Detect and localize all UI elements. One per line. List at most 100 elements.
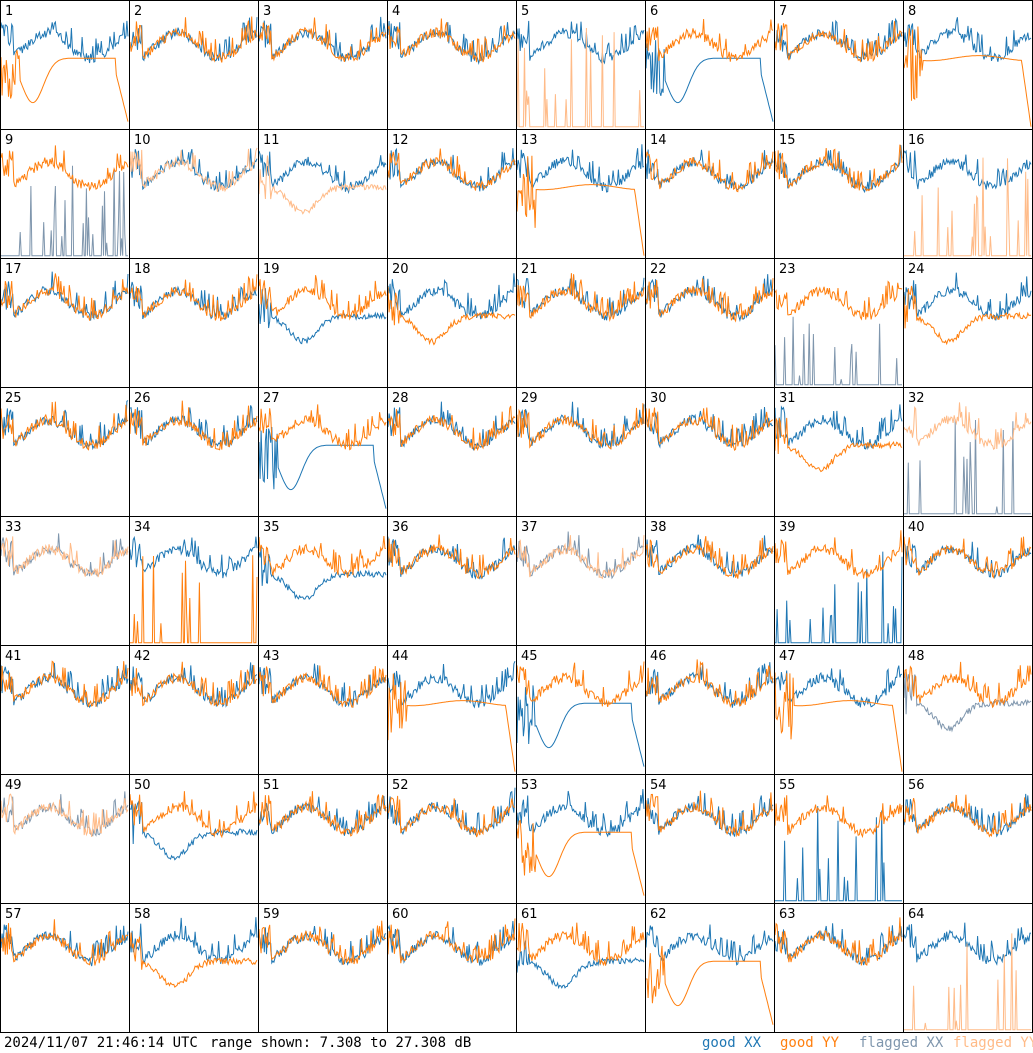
tile-border-47	[774, 645, 904, 775]
tile-60: 60	[387, 903, 517, 1033]
tile-label-41: 41	[5, 649, 22, 664]
trace-yy-1	[0, 50, 129, 122]
tile-label-4: 4	[392, 4, 400, 19]
tile-label-43: 43	[263, 649, 280, 664]
trace-yy-13	[516, 155, 645, 256]
tile-25: 25	[0, 387, 130, 517]
trace-yy-64	[904, 933, 1031, 1031]
trace-xx-47	[774, 665, 903, 708]
trace-xx-40	[903, 541, 1032, 580]
tile-border-7	[774, 0, 904, 130]
tile-14: 14	[645, 129, 775, 259]
tile-label-60: 60	[392, 907, 409, 922]
trace-xx-60	[387, 920, 516, 967]
trace-yy-46	[645, 659, 774, 708]
tile-label-28: 28	[392, 391, 409, 406]
tile-label-22: 22	[650, 262, 667, 277]
tile-label-26: 26	[134, 391, 151, 406]
tile-label-36: 36	[392, 520, 409, 535]
trace-xx-20	[387, 273, 516, 320]
tile-border-56	[903, 774, 1033, 904]
trace-yy-54	[645, 790, 774, 838]
trace-yy-21	[516, 273, 645, 322]
tile-54: 54	[645, 774, 775, 904]
tile-border-46	[645, 645, 775, 775]
tile-label-23: 23	[779, 262, 796, 277]
tile-18: 18	[129, 258, 259, 388]
tile-border-53	[516, 774, 646, 904]
tile-label-33: 33	[5, 520, 22, 535]
tile-label-1: 1	[5, 4, 13, 19]
tile-label-7: 7	[779, 4, 787, 19]
trace-xx-5	[516, 20, 645, 65]
trace-yy-23	[774, 280, 903, 321]
trace-xx-34	[129, 535, 258, 579]
trace-yy-41	[0, 660, 129, 708]
tile-label-11: 11	[263, 133, 280, 148]
tile-22: 22	[645, 258, 775, 388]
tile-1: 1	[0, 0, 130, 130]
tile-9: 9	[0, 129, 130, 259]
tile-label-61: 61	[521, 907, 538, 922]
trace-xx-6	[645, 40, 774, 122]
trace-xx-48	[903, 672, 1032, 733]
trace-xx-24	[903, 272, 1032, 321]
tile-50: 50	[129, 774, 259, 904]
tile-border-15	[774, 129, 904, 259]
trace-yy-16	[904, 157, 1031, 257]
tile-3: 3	[258, 0, 388, 130]
tile-27: 27	[258, 387, 388, 517]
tile-12: 12	[387, 129, 517, 259]
tile-border-63	[774, 903, 904, 1033]
tile-border-21	[516, 258, 646, 388]
trace-yy-47	[774, 672, 903, 772]
trace-yy-11	[258, 155, 387, 215]
tile-16: 16	[903, 129, 1033, 259]
tile-32: 32	[903, 387, 1033, 517]
range-label: range shown: 7.308 to 27.308 dB	[210, 1035, 472, 1051]
trace-yy-2	[129, 16, 258, 63]
trace-yy-63	[774, 917, 903, 966]
trace-xx-58	[129, 917, 258, 964]
trace-xx-23	[774, 316, 902, 386]
tile-label-13: 13	[521, 133, 538, 148]
tile-border-29	[516, 387, 646, 517]
tile-border-14	[645, 129, 775, 259]
tile-label-52: 52	[392, 778, 409, 793]
tile-42: 42	[129, 645, 259, 775]
tile-border-34	[129, 516, 259, 646]
tile-label-59: 59	[263, 907, 280, 922]
trace-yy-24	[903, 285, 1032, 346]
trace-yy-32	[903, 402, 1032, 451]
trace-xx-11	[258, 150, 387, 195]
tile-label-64: 64	[908, 907, 925, 922]
tile-border-28	[387, 387, 517, 517]
tile-border-59	[258, 903, 388, 1033]
tile-label-42: 42	[134, 649, 151, 664]
tile-label-21: 21	[521, 262, 538, 277]
tile-33: 33	[0, 516, 130, 646]
trace-yy-30	[645, 407, 774, 451]
tile-border-25	[0, 387, 130, 517]
tile-label-56: 56	[908, 778, 925, 793]
tile-label-44: 44	[392, 649, 409, 664]
tile-label-19: 19	[263, 262, 280, 277]
trace-yy-55	[774, 795, 903, 839]
tile-label-10: 10	[134, 133, 151, 148]
tile-label-24: 24	[908, 262, 925, 277]
tile-28: 28	[387, 387, 517, 517]
tile-44: 44	[387, 645, 517, 775]
tile-label-62: 62	[650, 907, 667, 922]
tile-label-3: 3	[263, 4, 271, 19]
tile-13: 13	[516, 129, 646, 259]
tile-46: 46	[645, 645, 775, 775]
trace-yy-38	[645, 536, 774, 579]
trace-yy-28	[387, 405, 516, 452]
trace-yy-17	[0, 273, 129, 321]
tile-label-48: 48	[908, 649, 925, 664]
tile-5: 5	[516, 0, 646, 130]
tile-21: 21	[516, 258, 646, 388]
tile-57: 57	[0, 903, 130, 1033]
trace-yy-53	[516, 819, 645, 896]
tile-label-63: 63	[779, 907, 796, 922]
